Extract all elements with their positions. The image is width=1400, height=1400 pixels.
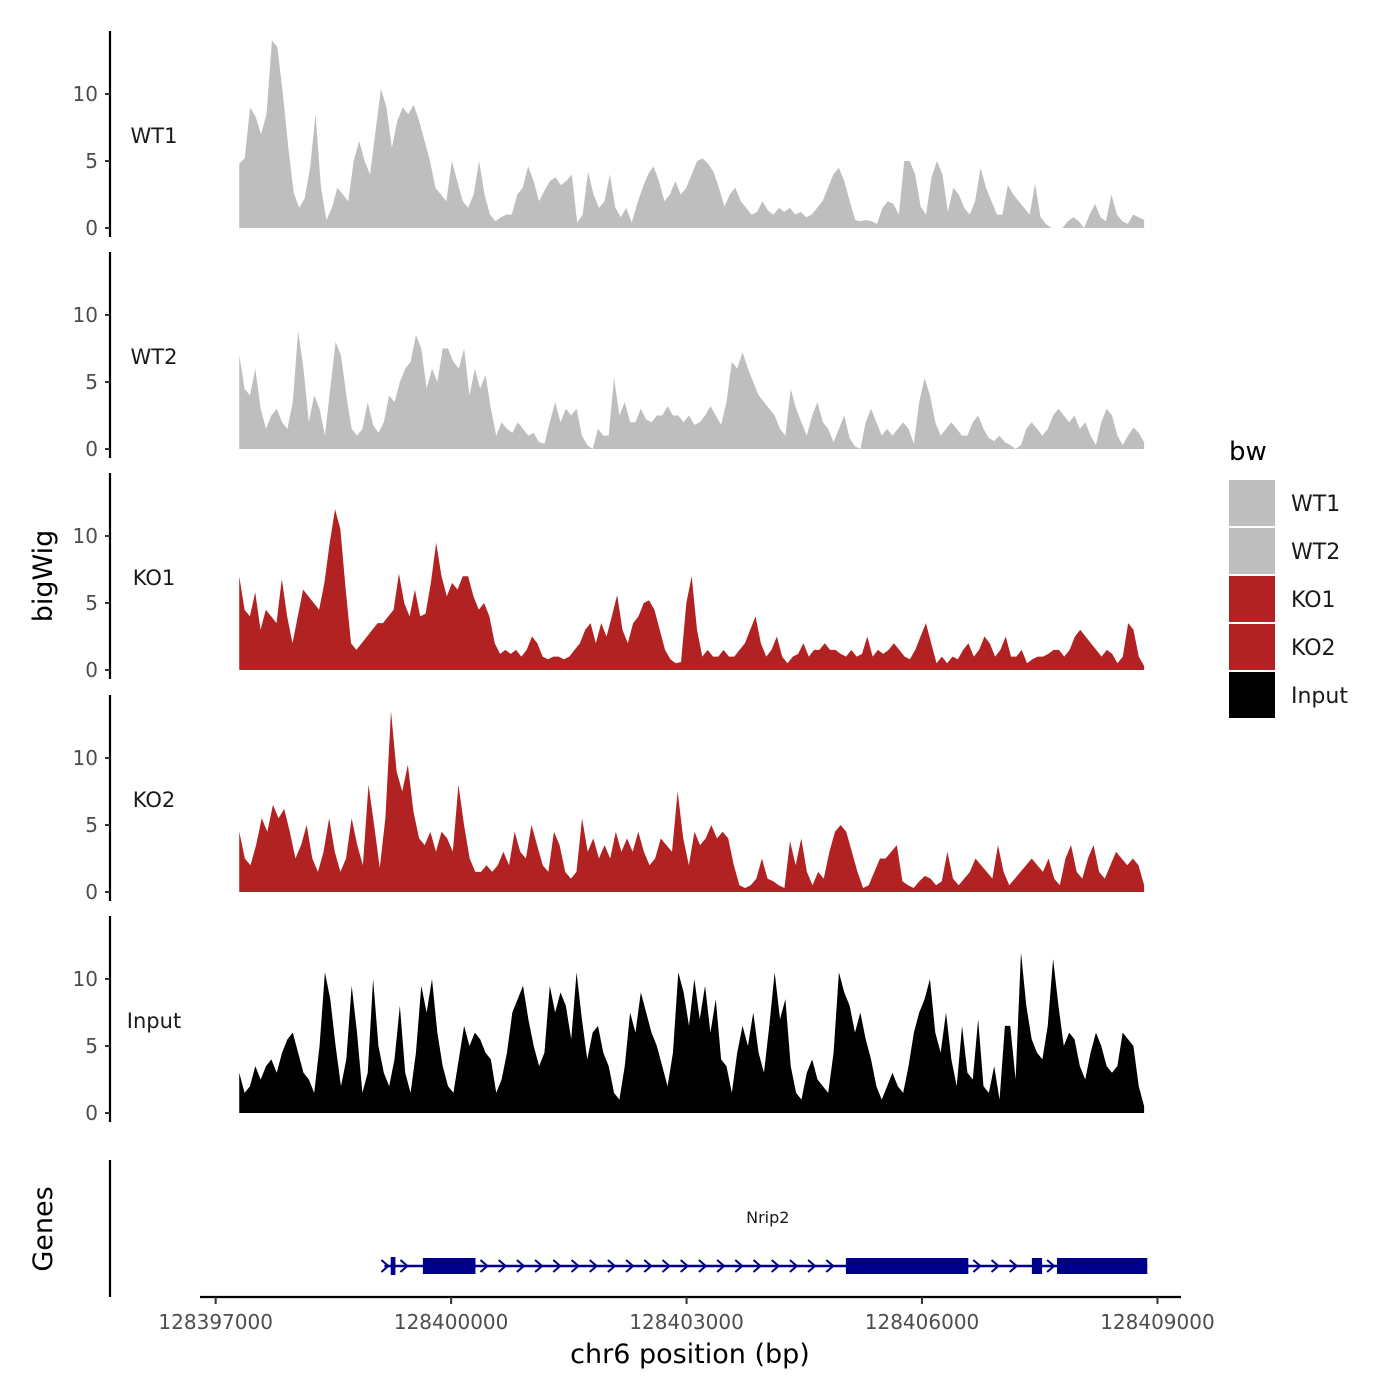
track-label: Input xyxy=(127,1009,181,1033)
gene-exon xyxy=(422,1258,476,1274)
track-input: 0 5 10 Input xyxy=(73,916,1145,1125)
strand-arrow xyxy=(552,1259,562,1273)
x-tick-label: 128403000 xyxy=(629,1310,744,1334)
y-tick-label: 10 xyxy=(73,303,98,327)
coverage-area-ko1 xyxy=(239,509,1145,670)
track-wt2: 0 5 10 WT2 xyxy=(73,252,1145,461)
gene-exon xyxy=(1031,1258,1043,1274)
y-tick-label: 0 xyxy=(85,1101,98,1125)
strand-arrow xyxy=(771,1259,781,1273)
gene-label: Nrip2 xyxy=(746,1208,789,1227)
strand-arrow xyxy=(589,1259,599,1273)
y-tick-label: 0 xyxy=(85,880,98,904)
track-ko2: 0 5 10 KO2 xyxy=(73,695,1145,904)
genes-panel: Nrip2 xyxy=(108,1160,1148,1297)
strand-arrow xyxy=(498,1259,508,1273)
y-tick-label: 5 xyxy=(85,149,98,173)
strand-arrow xyxy=(479,1259,490,1273)
strand-arrow xyxy=(625,1259,635,1273)
legend-title: bw xyxy=(1229,437,1267,467)
y-tick-label: 0 xyxy=(85,658,98,682)
legend-label: Input xyxy=(1291,684,1348,709)
gene-exon xyxy=(845,1258,969,1274)
strand-arrow xyxy=(698,1259,708,1273)
y-tick-label: 10 xyxy=(73,524,98,548)
coverage-area-ko2 xyxy=(239,711,1145,892)
x-axis-title: chr6 position (bp) xyxy=(570,1339,810,1370)
strand-arrow xyxy=(516,1259,526,1273)
legend-swatch-ko1 xyxy=(1229,576,1275,622)
y-tick-label: 5 xyxy=(85,1034,98,1058)
strand-arrow xyxy=(990,1259,1001,1273)
strand-arrow xyxy=(570,1259,581,1273)
strand-arrow xyxy=(752,1259,763,1273)
strand-arrow xyxy=(716,1259,726,1273)
track-label: WT2 xyxy=(131,345,178,369)
gene-exon xyxy=(390,1257,396,1275)
y-tick-label: 10 xyxy=(73,967,98,991)
genes-axis-title: Genes xyxy=(28,1186,59,1271)
y-tick-label: 5 xyxy=(85,813,98,837)
x-tick-label: 128397000 xyxy=(158,1310,273,1334)
strand-arrow xyxy=(607,1259,617,1273)
y-tick-label: 5 xyxy=(85,370,98,394)
legend-label: KO2 xyxy=(1291,636,1336,661)
strand-arrow xyxy=(1046,1259,1056,1273)
legend: bw WT1 WT2 KO1 KO2 Input xyxy=(1229,437,1348,718)
legend-label: WT2 xyxy=(1291,540,1340,565)
legend-label: KO1 xyxy=(1291,588,1336,613)
x-tick-label: 128409000 xyxy=(1100,1310,1215,1334)
legend-swatch-input xyxy=(1229,672,1275,718)
track-wt1: 0 5 10 WT1 xyxy=(73,31,1145,240)
y-tick-label: 10 xyxy=(73,746,98,770)
track-label: WT1 xyxy=(131,124,178,148)
track-label: KO1 xyxy=(133,566,176,590)
strand-arrow xyxy=(380,1259,390,1273)
y-tick-label: 0 xyxy=(85,437,98,461)
gene-exon xyxy=(1057,1258,1148,1274)
coverage-area-wt2 xyxy=(239,331,1145,449)
strand-arrow xyxy=(734,1259,744,1273)
legend-swatch-ko2 xyxy=(1229,624,1275,670)
legend-swatch-wt2 xyxy=(1229,528,1275,574)
gene-nrip2: Nrip2 xyxy=(380,1208,1148,1275)
strand-arrow xyxy=(643,1259,653,1273)
strand-arrow xyxy=(807,1259,817,1273)
coverage-area-wt1 xyxy=(239,40,1145,229)
strand-arrow xyxy=(661,1259,672,1273)
y-axis-title: bigWig xyxy=(28,530,59,623)
strand-arrow xyxy=(399,1259,409,1273)
strand-arrow xyxy=(534,1259,544,1273)
legend-swatch-wt1 xyxy=(1229,480,1275,526)
coverage-area-input xyxy=(239,952,1145,1113)
y-tick-label: 10 xyxy=(73,82,98,106)
x-tick-label: 128406000 xyxy=(865,1310,980,1334)
track-ko1: 0 5 10 KO1 xyxy=(73,473,1145,682)
legend-label: WT1 xyxy=(1291,492,1340,517)
x-axis: 128397000 128400000 128403000 128406000 1284… xyxy=(158,1295,1215,1334)
strand-arrow xyxy=(1009,1259,1019,1273)
strand-arrow xyxy=(680,1259,690,1273)
x-tick-label: 128400000 xyxy=(394,1310,509,1334)
coverage-tracks: 0 5 10 WT1 0 5 10 WT2 0 5 10 KO1 0 5 10 KO2 0 5 10 Input xyxy=(73,31,1145,1125)
strand-arrow xyxy=(972,1259,982,1273)
strand-arrows xyxy=(380,1259,1056,1273)
y-tick-label: 0 xyxy=(85,216,98,240)
track-label: KO2 xyxy=(133,788,176,812)
strand-arrow xyxy=(789,1259,799,1273)
y-tick-label: 5 xyxy=(85,591,98,615)
strand-arrow xyxy=(825,1259,835,1273)
